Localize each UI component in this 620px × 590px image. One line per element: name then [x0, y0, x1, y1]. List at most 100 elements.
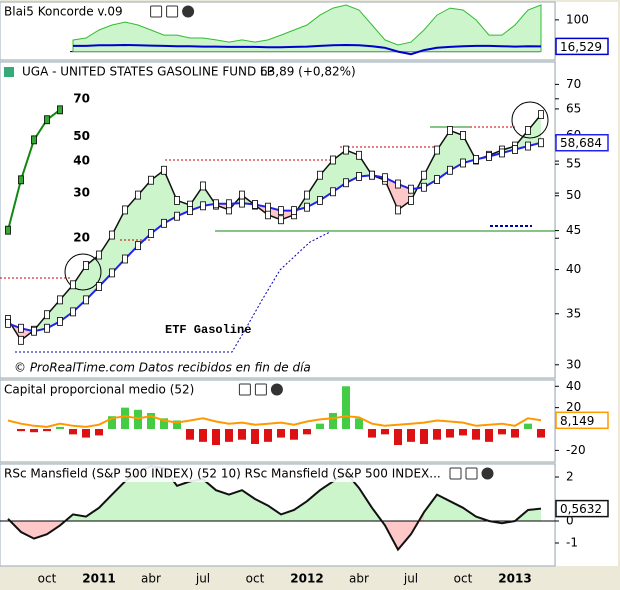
line [73, 43, 542, 56]
band-fill [450, 130, 463, 171]
candle [434, 145, 440, 155]
bar [537, 429, 545, 438]
panel-button[interactable] [481, 467, 494, 480]
panel-title: UGA - UNITED STATES GASOLINE FUND LP [22, 65, 274, 79]
x-tick-label: 2012 [290, 572, 323, 586]
candle [70, 307, 76, 317]
candle [18, 335, 24, 345]
candle [356, 172, 362, 181]
area [229, 490, 242, 521]
area [112, 481, 125, 521]
panel-button[interactable] [449, 467, 462, 480]
candle [278, 215, 284, 225]
area [333, 472, 346, 521]
candle [499, 148, 505, 158]
band-fill [151, 170, 164, 234]
left-scale-label: 40 [73, 154, 90, 168]
y-tick-label: 0 [566, 514, 574, 528]
bar [160, 418, 168, 430]
line [7, 415, 542, 428]
left-scale-label: 30 [73, 186, 90, 200]
band-fill [164, 170, 177, 224]
y-tick-label: 70 [566, 77, 581, 91]
candle [135, 241, 141, 251]
area [216, 490, 229, 521]
band-fill [99, 235, 112, 287]
bar [381, 429, 389, 435]
band-fill [73, 265, 86, 312]
area [307, 490, 320, 521]
candle [161, 218, 167, 228]
bar [69, 429, 77, 435]
bar [56, 426, 64, 430]
candle [31, 135, 37, 145]
candle [421, 182, 427, 192]
value-box-label: 16,529 [560, 40, 602, 54]
area [125, 472, 138, 521]
panel-button[interactable] [254, 383, 267, 396]
bar [121, 407, 129, 430]
band-fill [320, 160, 333, 201]
candle [18, 175, 24, 185]
line [7, 464, 542, 552]
band-fill [346, 150, 359, 183]
bar [407, 429, 415, 442]
bar [368, 429, 376, 438]
band-fill [60, 284, 73, 322]
bar [524, 423, 532, 430]
candle [369, 170, 375, 180]
panel-button[interactable] [238, 383, 251, 396]
bar [95, 429, 103, 436]
bar [277, 429, 285, 438]
bar [212, 429, 220, 446]
candle [538, 138, 544, 148]
bar [108, 416, 116, 430]
area [281, 510, 294, 521]
bar [238, 429, 246, 440]
candle [57, 295, 63, 305]
bar [30, 429, 38, 433]
y-tick-label: 40 [566, 379, 581, 393]
candle [57, 105, 63, 115]
candle [148, 229, 154, 238]
bar [147, 412, 155, 430]
panel-button[interactable] [150, 5, 163, 18]
area [359, 488, 372, 521]
bar [446, 429, 454, 438]
candle [265, 202, 271, 212]
panel-button[interactable] [270, 383, 283, 396]
candle [395, 179, 401, 189]
y-tick-label: -20 [566, 443, 586, 457]
candle [239, 190, 245, 200]
candle [96, 282, 102, 291]
value-box [555, 499, 609, 518]
y-tick-label: 100 [566, 12, 589, 26]
axis-area [556, 2, 618, 566]
candle [330, 187, 336, 197]
x-tick-label: oct [38, 572, 57, 586]
bar [498, 429, 506, 435]
panel-button[interactable] [182, 5, 195, 18]
candle [57, 317, 63, 326]
panel-title: Capital proporcional medio (52) [4, 383, 194, 397]
candle [538, 110, 544, 120]
bar [199, 429, 207, 442]
candle [200, 201, 206, 211]
area [34, 521, 47, 539]
y-tick-label: 65 [566, 101, 581, 115]
band-fill [125, 195, 138, 259]
panel-button[interactable] [465, 467, 478, 480]
bar [134, 409, 142, 430]
panel-title: Blai5 Koncorde v.09 [4, 5, 123, 19]
bar [472, 429, 480, 440]
candle [291, 206, 297, 216]
candle [382, 173, 388, 183]
panel-button[interactable] [166, 5, 179, 18]
candle [304, 202, 310, 212]
candle [525, 126, 531, 135]
bar [485, 429, 493, 442]
candle [278, 206, 284, 216]
area [99, 494, 112, 521]
area [437, 494, 450, 521]
